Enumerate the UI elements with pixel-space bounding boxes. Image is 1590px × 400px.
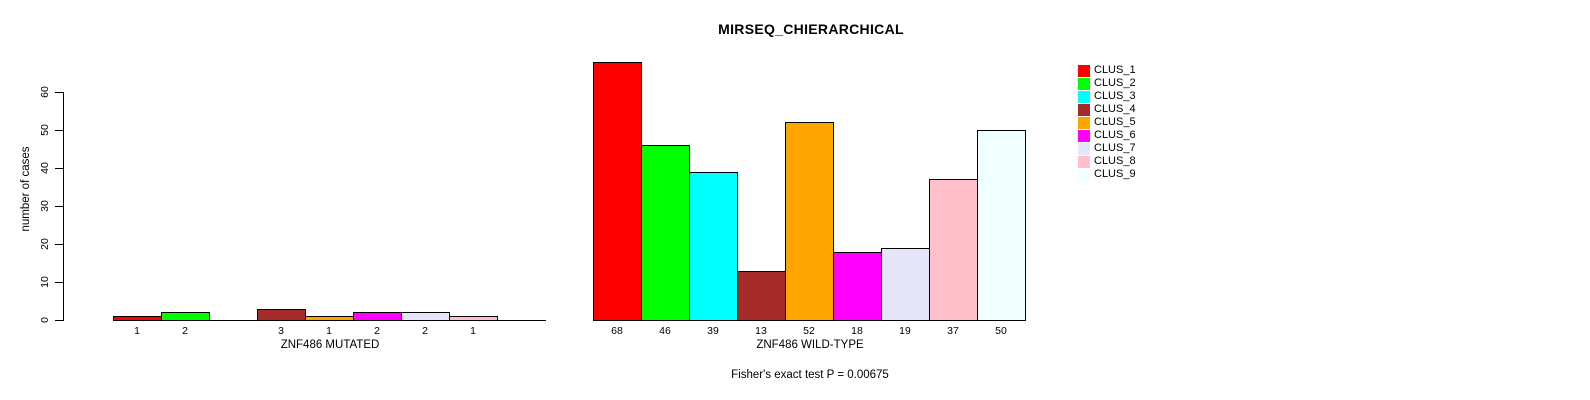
y-axis-title: number of cases (20, 146, 32, 232)
bar-zero-height (209, 320, 258, 321)
bar (593, 62, 642, 321)
legend-item-label: CLUS_7 (1094, 142, 1136, 154)
y-tick (55, 92, 63, 93)
y-tick (55, 130, 63, 131)
x-axis-title-mutated: ZNF486 MUTATED (280, 339, 380, 351)
legend-item-label: CLUS_2 (1094, 77, 1136, 89)
bar-value-label: 39 (707, 325, 719, 337)
bar (689, 172, 738, 321)
bar-value-label: 2 (182, 325, 188, 337)
chart-title: MIRSEQ_CHIERARCHICAL (718, 21, 904, 37)
legend-color-swatch (1078, 90, 1090, 103)
bar (881, 248, 930, 321)
legend-item: CLUS_8 (1078, 155, 1136, 168)
bar-value-label: 18 (851, 325, 863, 337)
bar-value-label: 52 (803, 325, 815, 337)
legend-item: CLUS_7 (1078, 142, 1136, 155)
y-tick-label: 60 (39, 86, 51, 98)
bar (833, 252, 882, 321)
y-tick-label: 10 (39, 276, 51, 288)
y-tick-label: 40 (39, 162, 51, 174)
bar-value-label: 2 (422, 325, 428, 337)
bar-value-label: 1 (470, 325, 476, 337)
bar-value-label: 3 (278, 325, 284, 337)
bar-zero-height (497, 320, 546, 321)
bar-value-label: 46 (659, 325, 671, 337)
legend-color-swatch (1078, 155, 1090, 168)
legend-color-swatch (1078, 116, 1090, 129)
legend-item: CLUS_6 (1078, 129, 1136, 142)
bar (257, 309, 306, 321)
bar-value-label: 50 (995, 325, 1007, 337)
bar (977, 130, 1026, 321)
legend-color-swatch (1078, 142, 1090, 155)
fisher-test-annotation: Fisher's exact test P = 0.00675 (731, 369, 889, 381)
bar-value-label: 68 (611, 325, 623, 337)
legend-item: CLUS_3 (1078, 90, 1136, 103)
y-tick-label: 0 (39, 317, 51, 323)
x-axis-title-wild-type: ZNF486 WILD-TYPE (756, 339, 864, 351)
bar (737, 271, 786, 321)
legend-color-swatch (1078, 103, 1090, 116)
y-axis-line (63, 92, 64, 321)
legend-item-label: CLUS_9 (1094, 168, 1136, 180)
legend-item: CLUS_2 (1078, 77, 1136, 90)
bar (641, 145, 690, 321)
y-tick-label: 20 (39, 238, 51, 250)
bar-value-label: 1 (134, 325, 140, 337)
legend-color-swatch (1078, 168, 1090, 181)
bar-value-label: 1 (326, 325, 332, 337)
bar (449, 316, 498, 321)
legend-item: CLUS_4 (1078, 103, 1136, 116)
y-tick (55, 244, 63, 245)
y-tick (55, 320, 63, 321)
legend-color-swatch (1078, 64, 1090, 77)
legend-item-label: CLUS_3 (1094, 90, 1136, 102)
bar (161, 312, 210, 321)
y-tick (55, 282, 63, 283)
bar (305, 316, 354, 321)
y-tick (55, 206, 63, 207)
bar-value-label: 19 (899, 325, 911, 337)
bar-value-label: 2 (374, 325, 380, 337)
legend: CLUS_1 CLUS_2 CLUS_3 CLUS_4 CLUS_5 CLUS_6 CLUS… (1078, 64, 1136, 181)
bar (113, 316, 162, 321)
bar (929, 179, 978, 321)
legend-item-label: CLUS_4 (1094, 103, 1136, 115)
bar (401, 312, 450, 321)
bar (353, 312, 402, 321)
legend-color-swatch (1078, 129, 1090, 142)
legend-item-label: CLUS_5 (1094, 116, 1136, 128)
y-tick (55, 168, 63, 169)
legend-item-label: CLUS_8 (1094, 155, 1136, 167)
y-tick-label: 50 (39, 124, 51, 136)
legend-item-label: CLUS_1 (1094, 64, 1136, 76)
legend-item: CLUS_5 (1078, 116, 1136, 129)
bar-value-label: 37 (947, 325, 959, 337)
bar (785, 122, 834, 321)
legend-item: CLUS_1 (1078, 64, 1136, 77)
legend-item-label: CLUS_6 (1094, 129, 1136, 141)
bar-value-label: 13 (755, 325, 767, 337)
legend-color-swatch (1078, 77, 1090, 90)
legend-item: CLUS_9 (1078, 168, 1136, 181)
y-tick-label: 30 (39, 200, 51, 212)
